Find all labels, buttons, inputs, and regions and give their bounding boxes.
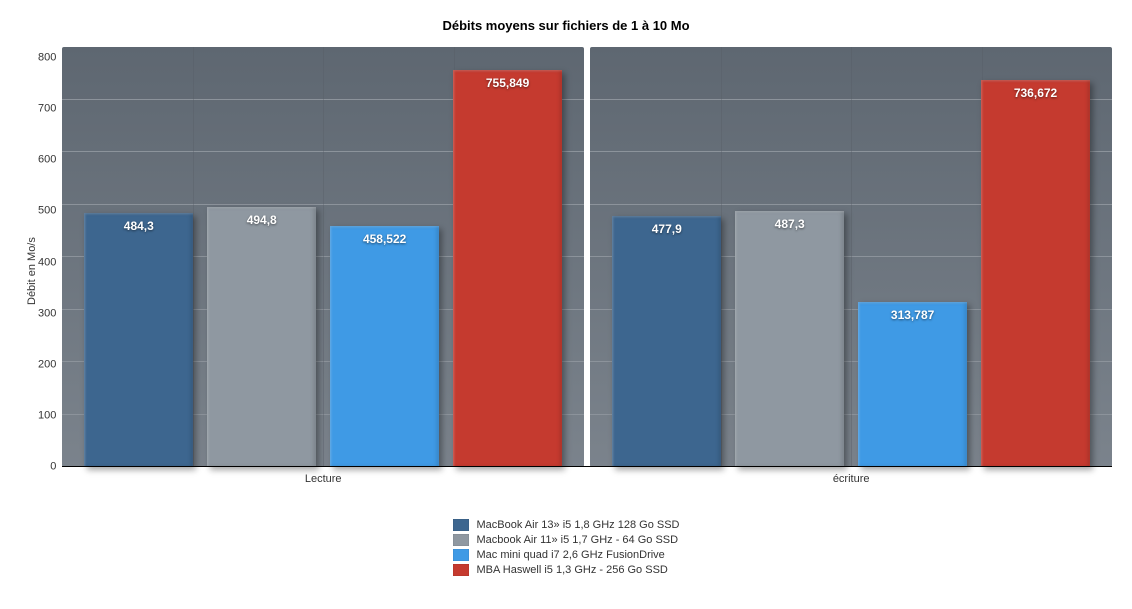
bar: 313,787 bbox=[858, 302, 967, 467]
y-tick: 300 bbox=[38, 308, 56, 319]
chart-area: Débit en Mo/s 8007006005004003002001000 … bbox=[20, 47, 1112, 495]
legend-item: MBA Haswell i5 1,3 GHz - 256 Go SSD bbox=[453, 564, 680, 576]
bar: 477,9 bbox=[612, 216, 721, 467]
legend: MacBook Air 13» i5 1,8 GHz 128 Go SSD Mac… bbox=[453, 519, 680, 576]
legend-item: MacBook Air 13» i5 1,8 GHz 128 Go SSD bbox=[453, 519, 680, 531]
legend-swatch bbox=[453, 564, 469, 576]
y-tick: 800 bbox=[38, 53, 56, 64]
bar: 484,3 bbox=[84, 213, 193, 467]
y-tick: 0 bbox=[38, 462, 56, 473]
y-tick: 200 bbox=[38, 359, 56, 370]
y-tick: 700 bbox=[38, 104, 56, 115]
legend-swatch bbox=[453, 519, 469, 531]
y-axis-label: Débit en Mo/s bbox=[20, 61, 38, 481]
bar: 736,672 bbox=[981, 80, 1090, 467]
bar-value-label: 484,3 bbox=[124, 219, 154, 233]
y-tick: 500 bbox=[38, 206, 56, 217]
bar-value-label: 487,3 bbox=[775, 217, 805, 231]
bar-value-label: 736,672 bbox=[1014, 86, 1057, 100]
x-tick-label: écriture bbox=[833, 473, 870, 485]
legend-label: Mac mini quad i7 2,6 GHz FusionDrive bbox=[477, 549, 665, 561]
bar-value-label: 755,849 bbox=[486, 76, 529, 90]
group-panel: 477,9 487,3 313,787 736,672 bbox=[590, 47, 1112, 467]
bar-value-label: 458,522 bbox=[363, 232, 406, 246]
bar: 458,522 bbox=[330, 226, 439, 467]
legend-label: Macbook Air 11» i5 1,7 GHz - 64 Go SSD bbox=[477, 534, 679, 546]
y-axis-ticks: 8007006005004003002001000 bbox=[38, 47, 62, 467]
bar-group: 484,3 494,8 458,522 755,849 bbox=[62, 47, 584, 467]
x-tick-label: Lecture bbox=[305, 473, 342, 485]
bar-value-label: 477,9 bbox=[652, 222, 682, 236]
legend-item: Macbook Air 11» i5 1,7 GHz - 64 Go SSD bbox=[453, 534, 680, 546]
x-axis: Lecture écriture bbox=[62, 467, 1112, 495]
bar-value-label: 313,787 bbox=[891, 308, 934, 322]
plot-area: 477,9 487,3 313,787 736,672 484,3 494,8 458,52… bbox=[62, 47, 1112, 467]
legend-item: Mac mini quad i7 2,6 GHz FusionDrive bbox=[453, 549, 680, 561]
bar: 494,8 bbox=[207, 207, 316, 467]
legend-swatch bbox=[453, 549, 469, 561]
y-tick: 400 bbox=[38, 257, 56, 268]
bar-group: 477,9 487,3 313,787 736,672 bbox=[590, 47, 1112, 467]
legend-label: MacBook Air 13» i5 1,8 GHz 128 Go SSD bbox=[477, 519, 680, 531]
chart-title: Débits moyens sur fichiers de 1 à 10 Mo bbox=[20, 18, 1112, 33]
bar-value-label: 494,8 bbox=[247, 213, 277, 227]
group-panel: 484,3 494,8 458,522 755,849 bbox=[62, 47, 584, 467]
y-tick: 100 bbox=[38, 410, 56, 421]
legend-label: MBA Haswell i5 1,3 GHz - 256 Go SSD bbox=[477, 564, 668, 576]
y-tick: 600 bbox=[38, 155, 56, 166]
bar: 755,849 bbox=[453, 70, 562, 467]
bar: 487,3 bbox=[735, 211, 844, 467]
legend-swatch bbox=[453, 534, 469, 546]
